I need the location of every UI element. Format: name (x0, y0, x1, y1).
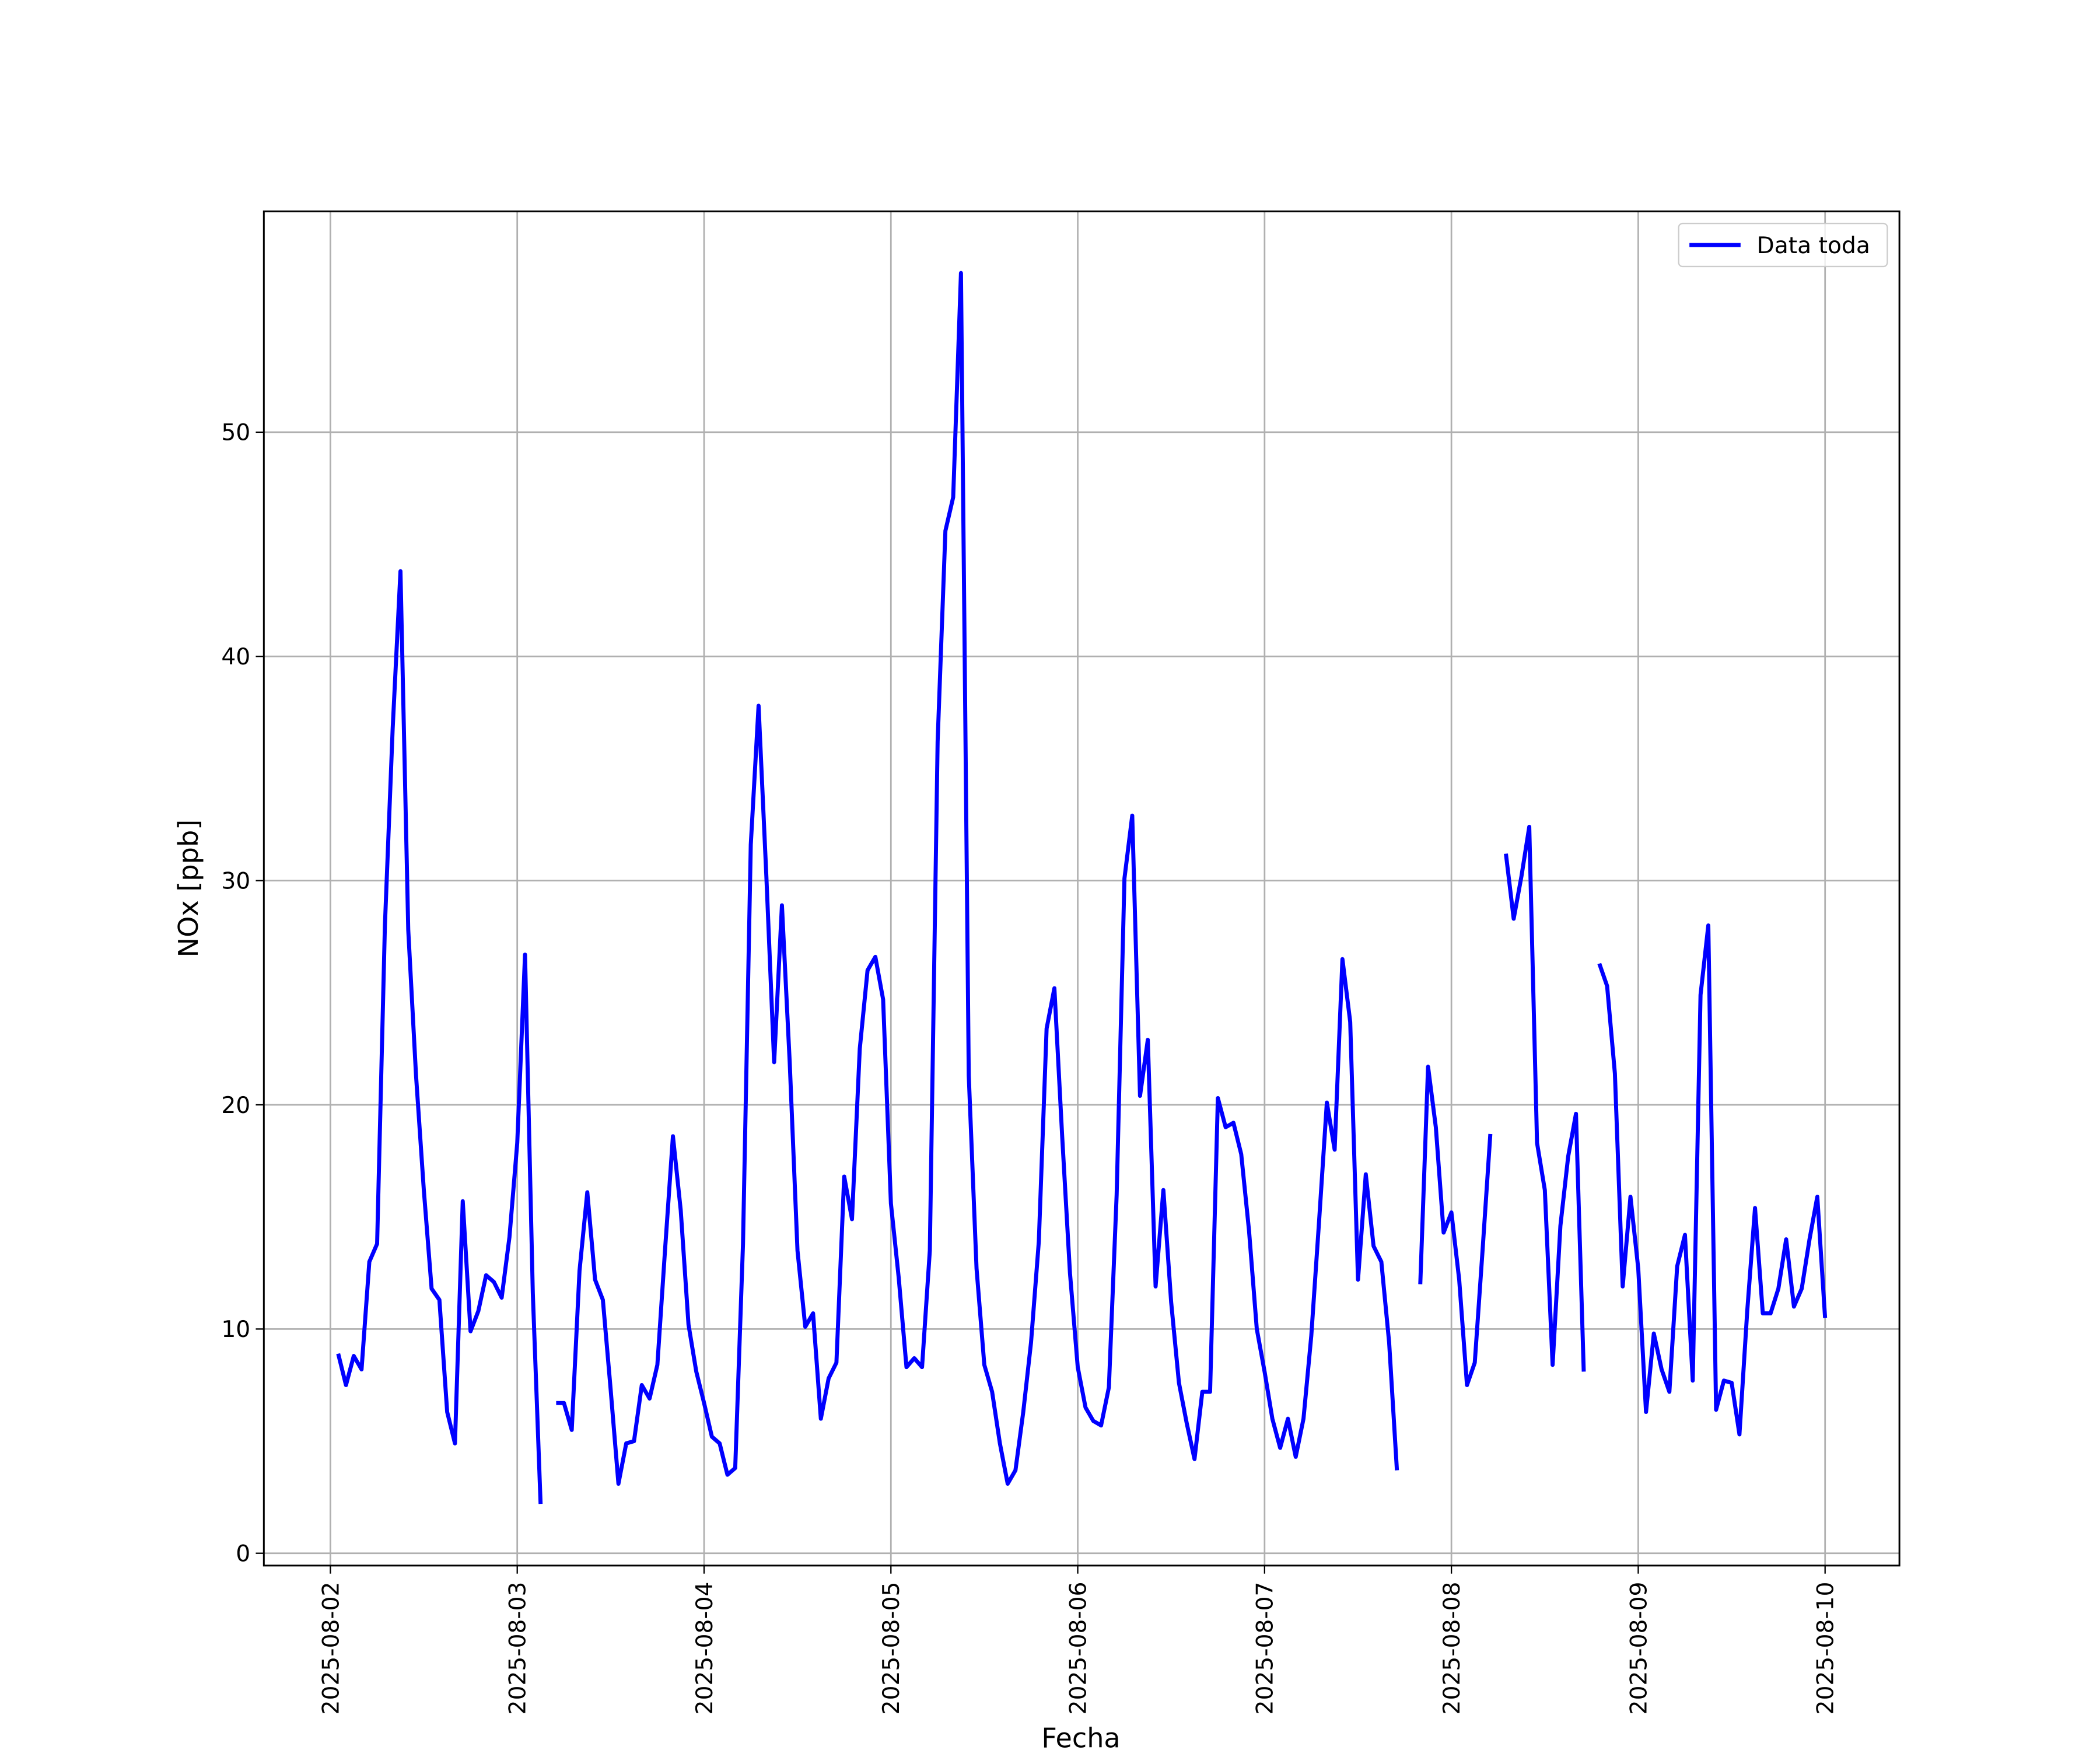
x-tick-label: 2025-08-05 (878, 1582, 905, 1715)
x-tick-label: 2025-08-09 (1626, 1582, 1652, 1715)
x-tick-label: 2025-08-10 (1813, 1582, 1839, 1715)
plot-frame (262, 210, 1901, 1567)
x-tick-label: 2025-08-06 (1065, 1582, 1091, 1715)
x-tick-label: 2025-08-04 (692, 1582, 718, 1715)
data-line (336, 271, 1828, 1504)
y-tick-label: 0 (236, 1541, 250, 1567)
legend-label: Data toda (1757, 233, 1870, 259)
legend: Data toda (1678, 222, 1888, 268)
y-tick-label: 30 (221, 868, 250, 894)
y-tick-label: 40 (221, 644, 250, 670)
x-tick-label: 2025-08-02 (318, 1582, 344, 1715)
x-axis-label: Fecha (1041, 1722, 1120, 1750)
y-axis-label: NOx [ppb] (173, 820, 204, 958)
x-tick-label: 2025-08-08 (1439, 1582, 1465, 1715)
y-tick-label: 20 (221, 1093, 250, 1119)
legend-box (1678, 222, 1888, 268)
x-tick-label: 2025-08-07 (1252, 1582, 1279, 1715)
y-tick-label: 10 (221, 1317, 250, 1343)
x-tick-label: 2025-08-03 (505, 1582, 531, 1715)
y-tick-label: 50 (221, 420, 250, 446)
